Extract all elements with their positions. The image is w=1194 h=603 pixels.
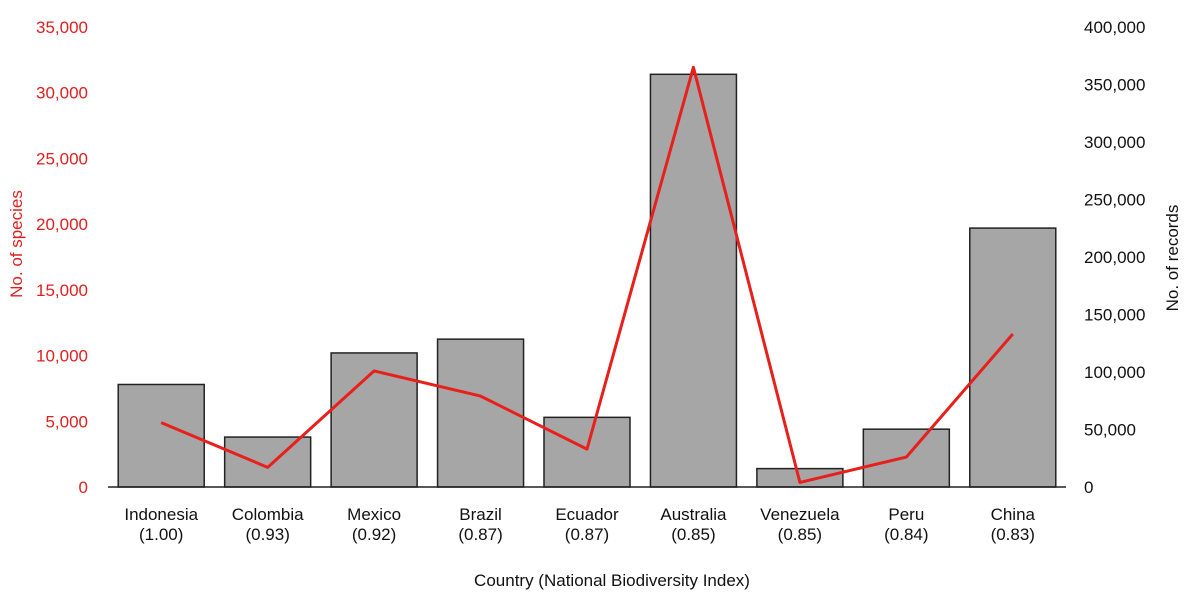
x-tick-country: China [991, 505, 1036, 524]
left-tick-label: 30,000 [36, 84, 88, 103]
right-tick-label: 250,000 [1084, 191, 1145, 210]
right-tick-label: 150,000 [1084, 306, 1145, 325]
right-tick-label: 100,000 [1084, 363, 1145, 382]
x-axis-title: Country (National Biodiversity Index) [474, 571, 750, 590]
x-tick-country: Venezuela [760, 505, 840, 524]
left-tick-label: 25,000 [36, 149, 88, 168]
x-tick-country: Brazil [459, 505, 502, 524]
left-axis-ticks: 0 5,000 10,000 15,000 20,000 25,000 30,000 35,0… [36, 18, 88, 497]
x-tick-index: (0.83) [991, 525, 1035, 544]
right-axis-title: No. of records [1163, 205, 1182, 312]
species-bar [330, 352, 418, 488]
x-tick-index: (0.92) [352, 525, 396, 544]
left-tick-label: 0 [79, 478, 88, 497]
x-tick-country: Peru [888, 505, 924, 524]
x-tick-index: (1.00) [139, 525, 183, 544]
right-tick-label: 50,000 [1084, 421, 1136, 440]
x-tick-index: (0.85) [671, 525, 715, 544]
left-tick-label: 20,000 [36, 215, 88, 234]
records-line [160, 65, 1014, 484]
x-tick-index: (0.85) [778, 525, 822, 544]
right-tick-label: 200,000 [1084, 248, 1145, 267]
x-tick-country: Mexico [347, 505, 401, 524]
left-tick-label: 15,000 [36, 281, 88, 300]
x-tick-index: (0.87) [458, 525, 502, 544]
left-tick-label: 5,000 [45, 412, 88, 431]
x-tick-index: (0.93) [245, 525, 289, 544]
x-tick-index: (0.84) [884, 525, 928, 544]
species-bar [436, 338, 525, 488]
species-bar [223, 436, 312, 488]
left-axis-title: No. of species [7, 190, 26, 298]
species-bar [649, 73, 738, 488]
bar-series [117, 73, 1057, 488]
x-tick-country: Australia [660, 505, 727, 524]
species-bar [543, 416, 631, 488]
x-tick-country: Colombia [232, 505, 304, 524]
x-tick-country: Ecuador [555, 505, 619, 524]
left-tick-label: 10,000 [36, 347, 88, 366]
x-axis-ticks: Indonesia(1.00) Colombia(0.93) Mexico(0.92… [124, 505, 1035, 544]
right-tick-label: 300,000 [1084, 133, 1145, 152]
x-tick-country: Indonesia [124, 505, 198, 524]
right-tick-label: 0 [1084, 478, 1093, 497]
x-tick-index: (0.87) [565, 525, 609, 544]
species-bar [969, 227, 1057, 488]
left-tick-label: 35,000 [36, 18, 88, 37]
right-tick-label: 400,000 [1084, 18, 1145, 37]
right-tick-label: 350,000 [1084, 76, 1145, 95]
right-axis-ticks: 0 50,000 100,000 150,000 200,000 250,000 300,0… [1084, 18, 1145, 497]
